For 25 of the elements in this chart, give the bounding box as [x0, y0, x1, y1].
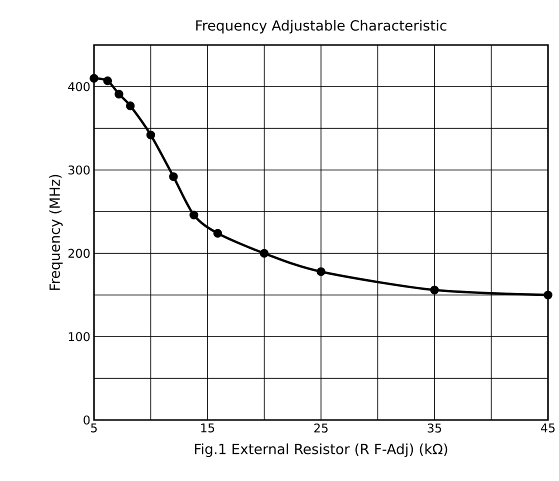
point — [544, 290, 552, 300]
point — [260, 248, 269, 258]
x-tick-label: 5 — [91, 424, 97, 432]
point — [430, 286, 439, 294]
point — [169, 172, 178, 182]
x-tick-label: 15 — [201, 424, 214, 432]
y-tick-label: 0 — [84, 415, 90, 425]
point — [103, 76, 112, 86]
x-tick-label: 35 — [428, 424, 442, 433]
y-tick-label: 200 — [68, 248, 90, 258]
y-tick-label: 400 — [68, 82, 90, 92]
point — [90, 74, 98, 83]
y-tick-label: 300 — [68, 165, 90, 175]
point — [316, 267, 326, 276]
point — [189, 210, 198, 220]
point — [126, 101, 135, 110]
x-tick-label: 25 — [314, 424, 328, 433]
x-axis-title: Fig.1 External Resistor (R F-Adj) (kΩ) — [194, 443, 448, 458]
point — [114, 90, 124, 99]
chart-title: Frequency Adjustable Characteristic — [196, 20, 446, 34]
y-axis-title: Frequency (MHz) — [49, 174, 63, 290]
x-tick-label: 45 — [540, 424, 555, 432]
point — [213, 228, 222, 238]
y-tick-label: 100 — [68, 332, 90, 342]
point — [146, 130, 156, 140]
